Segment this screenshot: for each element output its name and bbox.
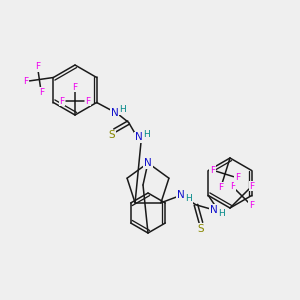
Text: H: H	[119, 105, 126, 114]
Text: F: F	[230, 182, 236, 191]
Text: F: F	[249, 182, 254, 190]
Text: F: F	[59, 97, 64, 106]
Text: N: N	[210, 205, 218, 215]
Text: N: N	[144, 158, 152, 168]
Text: F: F	[218, 183, 224, 192]
Text: N: N	[111, 107, 119, 118]
Text: S: S	[198, 224, 204, 234]
Text: F: F	[249, 201, 254, 210]
Text: H: H	[186, 194, 192, 203]
Text: F: F	[210, 166, 215, 175]
Text: F: F	[23, 77, 28, 86]
Text: F: F	[72, 82, 78, 91]
Text: N: N	[177, 190, 185, 200]
Text: F: F	[235, 173, 240, 182]
Text: H: H	[143, 130, 150, 139]
Text: H: H	[219, 209, 225, 218]
Text: F: F	[39, 88, 44, 97]
Text: S: S	[108, 130, 115, 140]
Text: N: N	[135, 133, 142, 142]
Text: F: F	[35, 62, 40, 71]
Text: F: F	[85, 97, 91, 106]
